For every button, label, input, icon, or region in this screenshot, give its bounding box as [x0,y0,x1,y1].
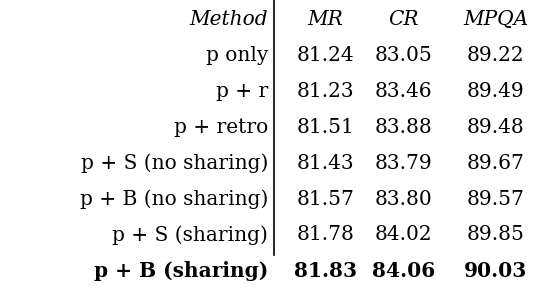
Text: 83.05: 83.05 [375,46,433,65]
Text: 81.78: 81.78 [296,226,354,244]
Text: 84.06: 84.06 [372,261,435,281]
Text: 83.79: 83.79 [375,154,433,173]
Text: 81.43: 81.43 [296,154,354,173]
Text: 90.03: 90.03 [464,261,527,281]
Text: 81.24: 81.24 [296,46,354,65]
Text: CR: CR [389,10,419,29]
Text: 83.80: 83.80 [375,190,433,209]
Text: 89.48: 89.48 [467,118,525,137]
Text: 83.46: 83.46 [375,82,433,101]
Text: 89.57: 89.57 [467,190,525,209]
Text: p + S (sharing): p + S (sharing) [112,225,268,245]
Text: 81.23: 81.23 [296,82,354,101]
Text: 89.85: 89.85 [467,226,525,244]
Text: 81.83: 81.83 [294,261,357,281]
Text: p + r: p + r [216,82,268,101]
Text: 89.67: 89.67 [467,154,525,173]
Text: p only: p only [206,46,268,65]
Text: 83.88: 83.88 [375,118,433,137]
Text: 89.22: 89.22 [467,46,525,65]
Text: p + retro: p + retro [174,118,268,137]
Text: 81.57: 81.57 [296,190,354,209]
Text: p + B (no sharing): p + B (no sharing) [80,189,268,209]
Text: Method: Method [190,10,268,29]
Text: 84.02: 84.02 [375,226,433,244]
Text: p + S (no sharing): p + S (no sharing) [81,154,268,173]
Text: MPQA: MPQA [463,10,528,29]
Text: p + B (sharing): p + B (sharing) [94,261,268,281]
Text: 81.51: 81.51 [296,118,354,137]
Text: MR: MR [307,10,343,29]
Text: 89.49: 89.49 [467,82,525,101]
